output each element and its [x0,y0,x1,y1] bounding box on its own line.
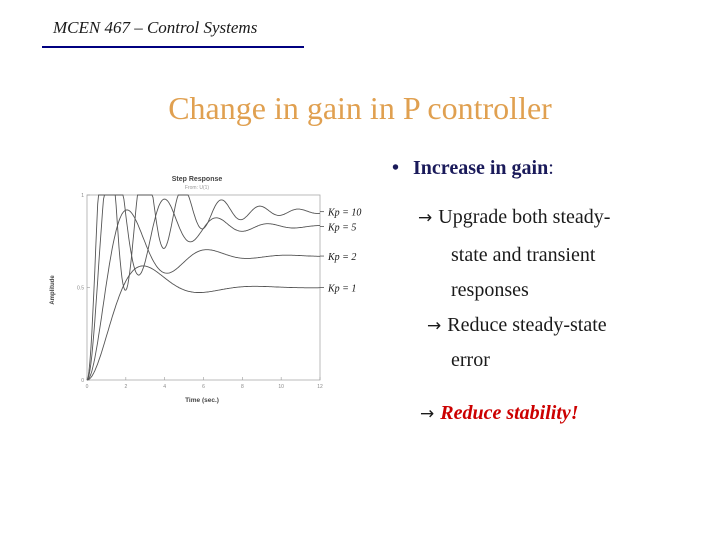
x-tick-label: 10 [278,384,284,390]
arrow-icon: → [427,316,442,336]
chart-lines [86,194,321,381]
bullet-item-upgrade-line2: state and transient [451,244,596,266]
chart-title: Step Response [172,176,223,183]
chart-xlabel: Time (sec.) [185,397,219,404]
x-tick-label: 4 [163,384,166,390]
y-tick-label: 1 [81,193,84,199]
bullet-dot: • [392,157,400,179]
item-line: Reduce steady-state [447,314,607,336]
bullet-heading: • Increase in gain: [392,157,554,180]
bullet-heading-text: Increase in gain [413,157,549,179]
arrow-icon: → [418,208,433,228]
bullet-item-reduce-error: → Reduce steady-state [427,308,607,343]
x-tick-label: 0 [86,384,89,390]
bullet-heading-colon: : [548,157,554,179]
x-tick-label: 12 [317,384,323,390]
bullet-item-reduce-error-line2: error [451,349,490,371]
slide-title: Change in gain in P controller [168,90,552,126]
course-header: MCEN 467 – Control Systems [53,18,258,37]
chart-ylabel: Amplitude [50,275,56,305]
legend-label: Kp = 2 [327,252,356,263]
y-tick-label: 0 [81,378,84,384]
chart-ticks: 0 2 4 6 8 10 12 0 0.5 1 [77,193,323,390]
x-tick-label: 8 [241,384,244,390]
header-rule [42,46,304,48]
item-line: Upgrade both steady- [438,206,611,228]
item-line-emphasis: Reduce stability! [440,402,579,424]
arrow-icon: → [420,404,435,424]
legend-label: Kp = 5 [327,222,356,233]
x-tick-label: 6 [202,384,205,390]
legend-label: Kp = 1 [327,284,356,295]
chart-subtitle: From: U(1) [185,185,210,191]
y-tick-label: 0.5 [77,286,84,292]
bullet-item-reduce-stability: → Reduce stability! [420,396,579,431]
step-response-chart: Step Response From: U(1) 0 2 4 6 8 10 1200.51 … [50,176,361,404]
chart-legend: Kp = 10 Kp = 5 Kp = 2 Kp = 1 [320,208,361,295]
x-tick-label: 2 [124,384,127,390]
legend-label: Kp = 10 [327,208,361,219]
series-line-3 [86,209,320,381]
bullet-item-upgrade: → Upgrade both steady- [418,200,610,235]
series-line-4 [86,265,320,381]
bullet-item-upgrade-line3: responses [451,279,529,301]
series-line-2 [86,194,320,381]
